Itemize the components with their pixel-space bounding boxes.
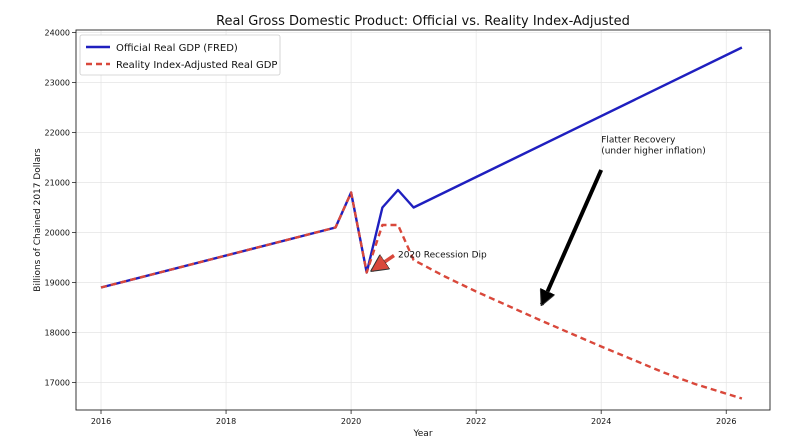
y-tick-label: 22000	[45, 129, 70, 138]
x-tick-label: 2016	[91, 417, 111, 426]
legend-label: Official Real GDP (FRED)	[116, 43, 238, 54]
x-tick-label: 2024	[591, 417, 611, 426]
y-tick-label: 24000	[45, 29, 70, 38]
x-tick-label: 2020	[341, 417, 361, 426]
x-tick-label: 2022	[466, 417, 486, 426]
chart-title: Real Gross Domestic Product: Official vs…	[216, 14, 630, 29]
y-axis-label: Billions of Chained 2017 Dollars	[33, 148, 43, 292]
series-line-official	[100, 46, 743, 289]
axes: 2016 2018 2020 2022 2024 2026 17000 18000 19000 2…	[45, 29, 771, 426]
y-tick-label: 17000	[45, 379, 70, 388]
series-lines	[100, 46, 743, 400]
series-line-adjusted	[100, 191, 743, 400]
y-tick-label: 23000	[45, 79, 70, 88]
annotation-flatter-recovery-line: Flatter Recovery	[601, 136, 676, 146]
y-tick-label: 19000	[45, 279, 70, 288]
x-tick-label: 2018	[216, 417, 236, 426]
legend-label: Reality Index-Adjusted Real GDP	[116, 60, 277, 71]
recovery-arrow	[542, 169, 604, 305]
legend: Official Real GDP (FRED) Reality Index-Ad…	[79, 34, 281, 76]
plot-frame	[75, 29, 771, 411]
recession-arrow	[372, 254, 395, 271]
annotation-recession-dip: 2020 Recession Dip	[398, 251, 487, 261]
y-tick-label: 20000	[45, 229, 70, 238]
annotation-flatter-recovery-line: (under higher inflation)	[601, 147, 706, 157]
legend-box	[79, 34, 281, 76]
grid	[76, 30, 770, 410]
annotations: 2020 Recession Dip Flatter Recovery(under…	[372, 136, 706, 305]
y-tick-label: 18000	[45, 329, 70, 338]
x-axis-label: Year	[412, 429, 432, 439]
x-tick-label: 2026	[716, 417, 736, 426]
y-tick-label: 21000	[45, 179, 70, 188]
